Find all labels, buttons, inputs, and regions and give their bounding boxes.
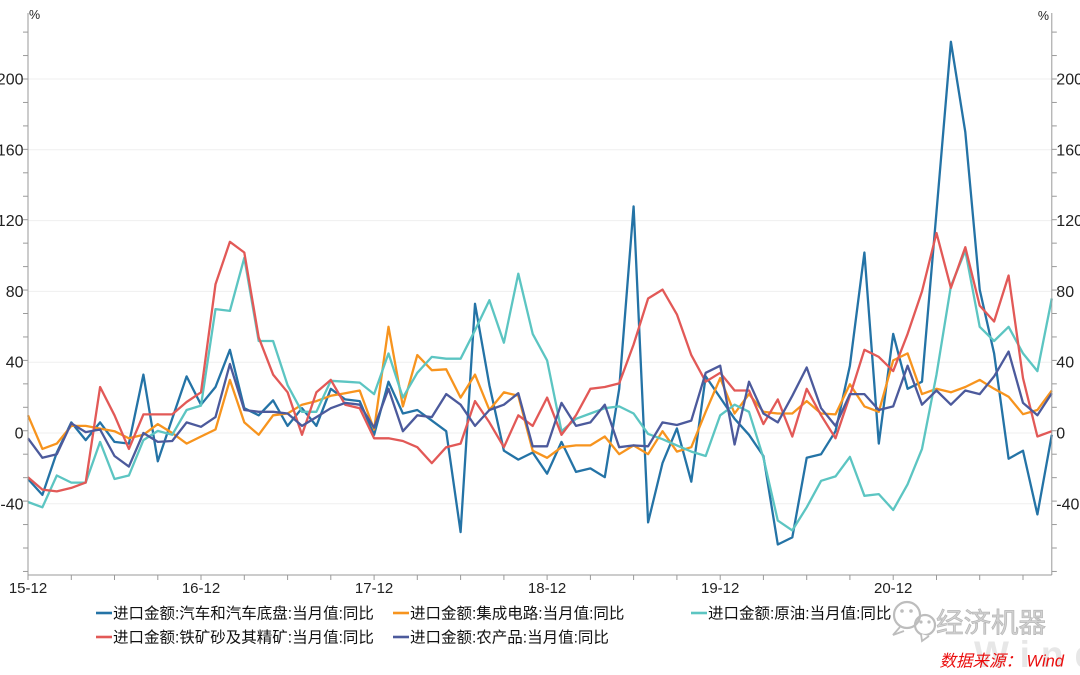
svg-text:120: 120 — [1056, 213, 1080, 230]
svg-text:经济机器: 经济机器 — [936, 607, 1046, 638]
svg-text:数据来源： Wind: 数据来源： Wind — [939, 653, 1064, 671]
svg-text:-40: -40 — [0, 496, 23, 513]
svg-text:Wind: Wind — [974, 634, 1080, 670]
svg-text:19-12: 19-12 — [701, 580, 739, 597]
svg-text:17-12: 17-12 — [355, 580, 393, 597]
svg-text:40: 40 — [6, 355, 24, 372]
svg-text:160: 160 — [1056, 142, 1080, 159]
svg-text:0: 0 — [1056, 426, 1065, 443]
svg-text:0: 0 — [15, 426, 24, 443]
svg-text:进口金额:原油:当月值:同比: 进口金额:原油:当月值:同比 — [708, 605, 891, 623]
svg-text:80: 80 — [1056, 284, 1074, 301]
svg-text:120: 120 — [0, 213, 24, 230]
svg-text:16-12: 16-12 — [182, 580, 220, 597]
svg-text:%: % — [29, 8, 40, 22]
svg-text:进口金额:铁矿砂及其精矿:当月值:同比: 进口金额:铁矿砂及其精矿:当月值:同比 — [113, 629, 374, 647]
svg-text:40: 40 — [1056, 355, 1074, 372]
svg-text:进口金额:农产品:当月值:同比: 进口金额:农产品:当月值:同比 — [410, 629, 609, 647]
svg-text:20-12: 20-12 — [874, 580, 912, 597]
svg-text:15-12: 15-12 — [9, 580, 47, 597]
svg-text:-40: -40 — [1056, 496, 1079, 513]
svg-text:进口金额:汽车和汽车底盘:当月值:同比: 进口金额:汽车和汽车底盘:当月值:同比 — [113, 604, 374, 623]
svg-text:进口金额:集成电路:当月值:同比: 进口金额:集成电路:当月值:同比 — [410, 605, 624, 623]
svg-text:200: 200 — [1056, 72, 1080, 89]
svg-text:18-12: 18-12 — [528, 580, 566, 597]
svg-text:%: % — [1038, 9, 1049, 23]
svg-text:80: 80 — [6, 284, 24, 301]
svg-text:200: 200 — [0, 72, 24, 89]
svg-text:160: 160 — [0, 142, 24, 159]
